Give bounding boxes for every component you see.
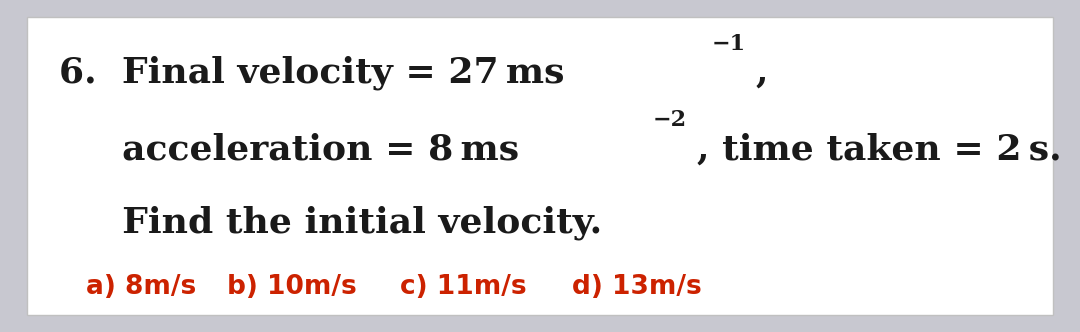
Text: −2: −2 [653, 109, 687, 131]
Text: c) 11m/s: c) 11m/s [400, 274, 526, 300]
Text: Find the initial velocity.: Find the initial velocity. [59, 206, 603, 240]
Text: , time taken = 2 s.: , time taken = 2 s. [698, 132, 1062, 166]
Text: acceleration = 8 ms: acceleration = 8 ms [59, 132, 519, 166]
Text: 6.  Final velocity = 27 ms: 6. Final velocity = 27 ms [59, 56, 565, 91]
FancyBboxPatch shape [27, 17, 1053, 315]
Text: d) 13m/s: d) 13m/s [572, 274, 702, 300]
Text: −1: −1 [712, 33, 746, 55]
Text: b) 10m/s: b) 10m/s [227, 274, 356, 300]
Text: a) 8m/s: a) 8m/s [86, 274, 197, 300]
Text: ,: , [756, 56, 768, 90]
